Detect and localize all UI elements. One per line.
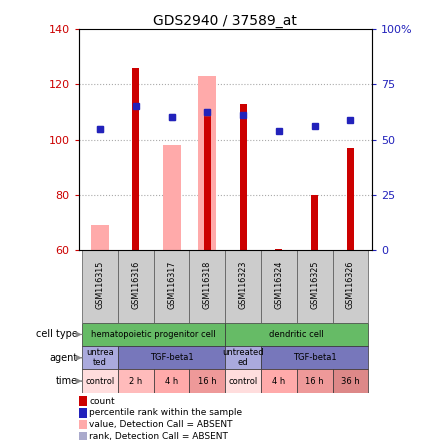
Text: control: control <box>85 377 115 385</box>
Text: 16 h: 16 h <box>198 377 217 385</box>
Bar <box>79 432 87 441</box>
Text: GSM116326: GSM116326 <box>346 261 355 309</box>
Text: GSM116325: GSM116325 <box>310 261 319 309</box>
Text: untreated
ed: untreated ed <box>222 348 264 368</box>
Text: TGF-beta1: TGF-beta1 <box>150 353 193 362</box>
Bar <box>275 249 282 250</box>
Text: 16 h: 16 h <box>305 377 324 385</box>
Bar <box>190 369 225 392</box>
Text: 2 h: 2 h <box>129 377 142 385</box>
Bar <box>82 369 118 392</box>
Bar <box>311 195 318 250</box>
Text: untrea
ted: untrea ted <box>86 348 114 368</box>
Bar <box>297 369 332 392</box>
Bar <box>225 323 368 346</box>
Bar <box>118 346 225 369</box>
Bar <box>225 369 261 392</box>
Text: hematopoietic progenitor cell: hematopoietic progenitor cell <box>91 330 216 339</box>
Bar <box>118 369 154 392</box>
Text: control: control <box>229 377 258 385</box>
Text: GSM116323: GSM116323 <box>238 261 248 309</box>
Text: percentile rank within the sample: percentile rank within the sample <box>89 408 243 417</box>
Bar <box>79 396 87 406</box>
Bar <box>261 369 297 392</box>
Text: 36 h: 36 h <box>341 377 360 385</box>
Bar <box>163 145 181 250</box>
Bar <box>297 250 332 323</box>
Text: GSM116318: GSM116318 <box>203 261 212 309</box>
Bar <box>198 76 216 250</box>
Text: 4 h: 4 h <box>165 377 178 385</box>
Text: TGF-beta1: TGF-beta1 <box>293 353 337 362</box>
Bar <box>79 420 87 429</box>
Text: GSM116316: GSM116316 <box>131 261 140 309</box>
Text: GSM116315: GSM116315 <box>96 261 105 309</box>
Text: time: time <box>56 376 78 386</box>
Bar <box>154 250 190 323</box>
Bar <box>118 250 154 323</box>
Bar <box>204 112 211 250</box>
Text: count: count <box>89 396 115 406</box>
Bar <box>347 148 354 250</box>
Bar <box>82 346 118 369</box>
Text: GSM116324: GSM116324 <box>275 261 283 309</box>
Bar <box>82 250 118 323</box>
Text: rank, Detection Call = ABSENT: rank, Detection Call = ABSENT <box>89 432 228 441</box>
Bar <box>332 369 368 392</box>
Text: GSM116317: GSM116317 <box>167 261 176 309</box>
Bar <box>332 250 368 323</box>
Text: agent: agent <box>50 353 78 363</box>
Bar <box>82 323 225 346</box>
Bar <box>240 103 246 250</box>
Bar <box>133 67 139 250</box>
Bar <box>225 250 261 323</box>
Text: 4 h: 4 h <box>272 377 286 385</box>
Title: GDS2940 / 37589_at: GDS2940 / 37589_at <box>153 14 297 28</box>
Text: cell type: cell type <box>36 329 78 340</box>
Bar <box>190 250 225 323</box>
Text: dendritic cell: dendritic cell <box>269 330 324 339</box>
Bar <box>154 369 190 392</box>
Text: value, Detection Call = ABSENT: value, Detection Call = ABSENT <box>89 420 233 429</box>
Bar <box>261 346 368 369</box>
Bar <box>225 346 261 369</box>
Bar <box>91 226 109 250</box>
Bar <box>261 250 297 323</box>
Bar <box>79 408 87 417</box>
